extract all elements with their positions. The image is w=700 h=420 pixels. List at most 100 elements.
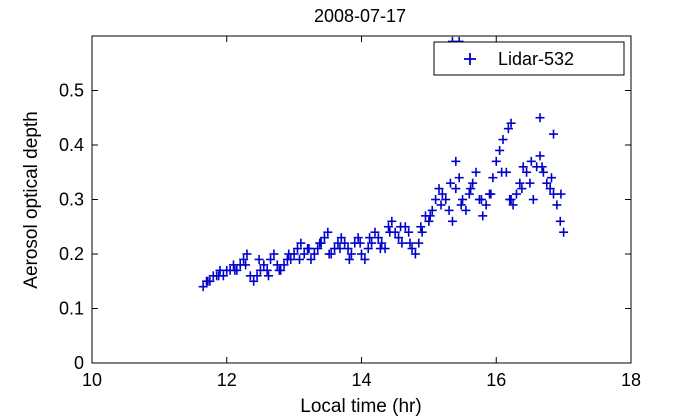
data-point [476,195,486,204]
data-point [323,227,333,237]
data-point [451,156,461,166]
data-point [466,184,476,194]
data-point [458,195,468,204]
legend-marker-icon [464,53,476,65]
data-point [363,244,373,254]
data-point [481,200,491,210]
data-point [313,244,323,254]
data-point [437,189,447,199]
data-point [346,249,356,259]
data-point [279,260,289,270]
data-point [528,195,538,204]
plot-area [91,35,632,364]
x-axis-label: Local time (hr) [300,396,421,417]
data-point [517,184,527,194]
data-point [417,227,427,237]
data-point [214,271,224,281]
y-tick-label: 0.5 [59,81,84,101]
data-point [357,249,366,259]
legend-label: Lidar-532 [498,49,574,69]
x-tick-label: 16 [486,370,506,390]
data-point [427,205,437,215]
data-point [535,113,545,123]
data-point [344,254,354,264]
data-point [394,233,404,243]
data-point [262,265,272,275]
data-point [315,238,325,248]
data-point [545,184,555,194]
data-point [445,178,455,188]
data-point [335,244,345,254]
x-tick-label: 18 [621,370,641,390]
data-point [498,135,508,145]
data-point [355,238,365,248]
data-point [537,162,547,172]
data-point [468,178,478,188]
data-point [431,195,441,204]
data-point [552,200,562,210]
data-point [269,249,279,259]
data-point [497,167,507,177]
data-point [434,184,444,194]
data-point [556,189,566,199]
data-point [511,189,521,199]
x-tick-label: 12 [217,370,237,390]
data-point [425,211,435,221]
plot-frame [91,35,632,364]
y-axis-label: Aerosol optical depth [21,111,42,288]
y-tick-label: 0.1 [59,299,84,319]
data-point [410,249,420,259]
data-point [508,200,518,210]
y-tick-label: 0.4 [59,135,84,155]
data-point [286,254,296,264]
data-point [444,205,454,215]
data-point [353,233,363,243]
data-point [535,151,545,161]
data-point [522,167,532,177]
data-point [373,233,383,243]
data-point [324,249,334,259]
data-point [377,238,387,248]
data-point [252,271,262,281]
data-point [242,249,252,259]
data-point [264,271,274,281]
data-point [266,254,276,264]
data-point [464,189,474,199]
data-point [549,129,559,139]
data-point [441,195,451,204]
data-point [203,276,213,286]
data-point [404,227,414,237]
data-point [515,178,525,188]
data-point [546,173,556,183]
y-tick-label: 0 [74,353,84,373]
data-point [436,200,446,210]
x-axis-ticks: 10 12 14 16 18 [82,36,641,390]
data-point [396,222,406,232]
x-tick-label: 14 [351,370,371,390]
data-point [336,233,346,243]
data-point [488,173,498,183]
data-point [274,265,284,275]
data-point [343,244,353,254]
data-point [299,249,309,259]
data-point [414,238,424,248]
data-point [538,167,548,177]
data-point [239,254,249,264]
data-point [526,156,536,166]
data-point [383,222,393,232]
data-point [241,260,251,270]
data-point [471,167,481,177]
data-point [249,276,259,286]
y-tick-label: 0.2 [59,244,84,264]
data-point [506,118,516,128]
data-point [367,238,377,248]
data-point [385,227,395,237]
data-point [387,216,397,226]
data-point [424,216,434,226]
data-point [292,244,302,254]
data-point [198,282,208,292]
data-point [375,244,385,254]
y-tick-label: 0.3 [59,190,84,210]
data-point [525,178,535,188]
